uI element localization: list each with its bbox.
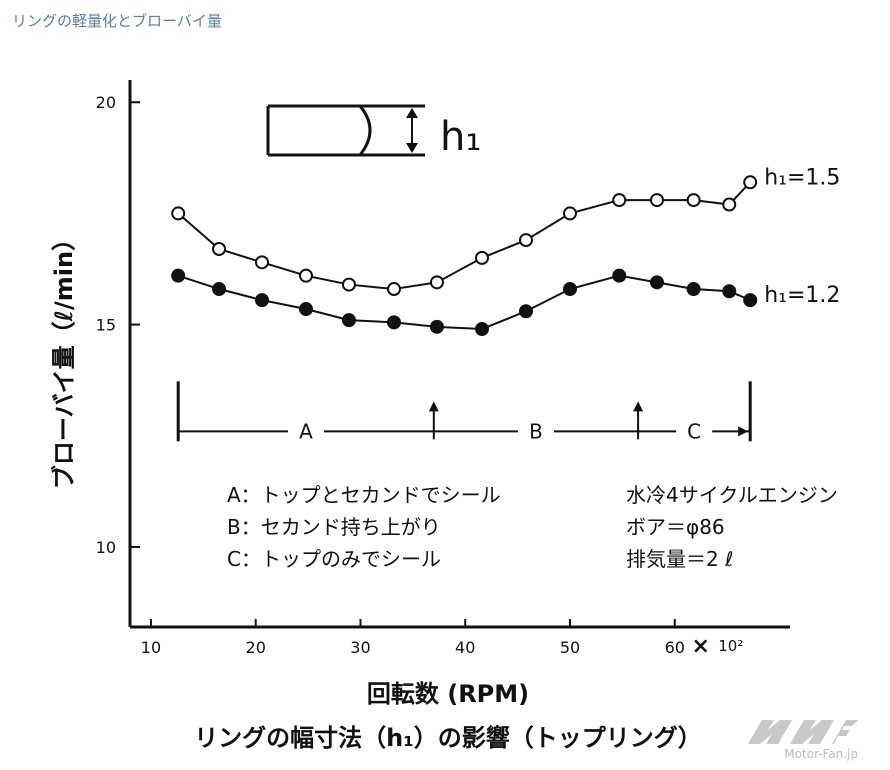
note-a: A：トップとセカンドでシール [227, 483, 501, 507]
axis-ticks: 10 20 30 40 50 60 × 10² 10 15 20 [96, 93, 744, 659]
note-c: C：トップのみでシール [227, 547, 441, 571]
series-line-0 [177, 181, 751, 291]
x-axis-title: 回転数 (RPM) [367, 680, 529, 708]
note-b: B：セカンド持ち上がり [227, 515, 441, 539]
data-point [612, 268, 627, 283]
notes-right: 水冷4サイクルエンジン ボア＝φ86 排気量＝2 ℓ [626, 483, 838, 571]
y-axis-label: ブローバイ量（ℓ/min） [50, 227, 78, 489]
range-up-arrowhead [428, 401, 439, 412]
data-point [563, 282, 577, 297]
data-point [299, 268, 313, 283]
range-up-arrowhead [633, 401, 644, 412]
data-point [255, 255, 269, 270]
ring-width-inset: h₁ [266, 104, 481, 160]
motorfan-logo-mark: Motor-Fan.jp [748, 720, 858, 761]
data-point [255, 293, 269, 308]
data-point [341, 277, 356, 292]
x-tick-label: 10 [141, 638, 161, 657]
chart-subtitle: リングの幅寸法（h₁）の影響（トップリング） [194, 724, 702, 752]
data-point [519, 304, 533, 319]
data-point [722, 284, 737, 299]
notes-left: A：トップとセカンドでシール B：セカンド持ち上がり C：トップのみでシール [227, 483, 501, 571]
data-point [212, 241, 227, 256]
data-point [743, 293, 758, 308]
range-label: C [687, 419, 701, 443]
series-label: h₁=1.2 [764, 283, 840, 308]
data-point [612, 193, 627, 208]
y-tick-label: 10 [96, 538, 116, 557]
data-point [475, 322, 489, 337]
x-tick-label: 40 [455, 638, 475, 657]
page-caption: リングの軽量化とブローバイ量 [12, 12, 222, 30]
note-bore: ボア＝φ86 [626, 515, 725, 539]
data-point [563, 206, 577, 221]
data-point [171, 206, 186, 221]
note-displacement: 排気量＝2 ℓ [626, 547, 733, 571]
data-point [299, 302, 313, 317]
inset-h1-label: h₁ [440, 114, 481, 160]
data-point [429, 319, 444, 334]
data-point [686, 193, 701, 208]
x-multiplier: × [692, 634, 710, 659]
data-point [429, 275, 444, 290]
svg-text:Motor-Fan.jp: Motor-Fan.jp [784, 747, 858, 761]
y-tick-label: 20 [96, 93, 116, 112]
data-point [519, 233, 533, 248]
y-tick-label: 15 [96, 316, 116, 335]
range-label: B [529, 419, 543, 443]
x-tick-label: 20 [246, 638, 266, 657]
range-right-arrowhead [738, 426, 749, 437]
data-point [686, 282, 701, 297]
data-point [387, 282, 401, 297]
x-tick-label: 30 [350, 638, 370, 657]
series-label: h₁=1.5 [764, 165, 840, 190]
range-label: A [299, 419, 313, 443]
series-layer: h₁=1.5 h₁=1.2 [171, 165, 840, 337]
x-tick-label: 50 [560, 638, 580, 657]
data-point [475, 250, 489, 265]
motorfan-logo: Motor-Fan.jp [740, 712, 860, 762]
x-multiplier-exp: 10² [718, 637, 743, 655]
range-indicators: A B C [176, 381, 752, 443]
note-engine: 水冷4サイクルエンジン [626, 483, 838, 507]
data-point [387, 315, 401, 330]
data-point [171, 268, 186, 283]
data-point [743, 175, 758, 190]
data-point [649, 275, 664, 290]
data-point [722, 197, 737, 212]
data-point [212, 282, 227, 297]
x-tick-label: 60 [665, 638, 685, 657]
data-point [649, 193, 664, 208]
data-point [341, 313, 356, 328]
